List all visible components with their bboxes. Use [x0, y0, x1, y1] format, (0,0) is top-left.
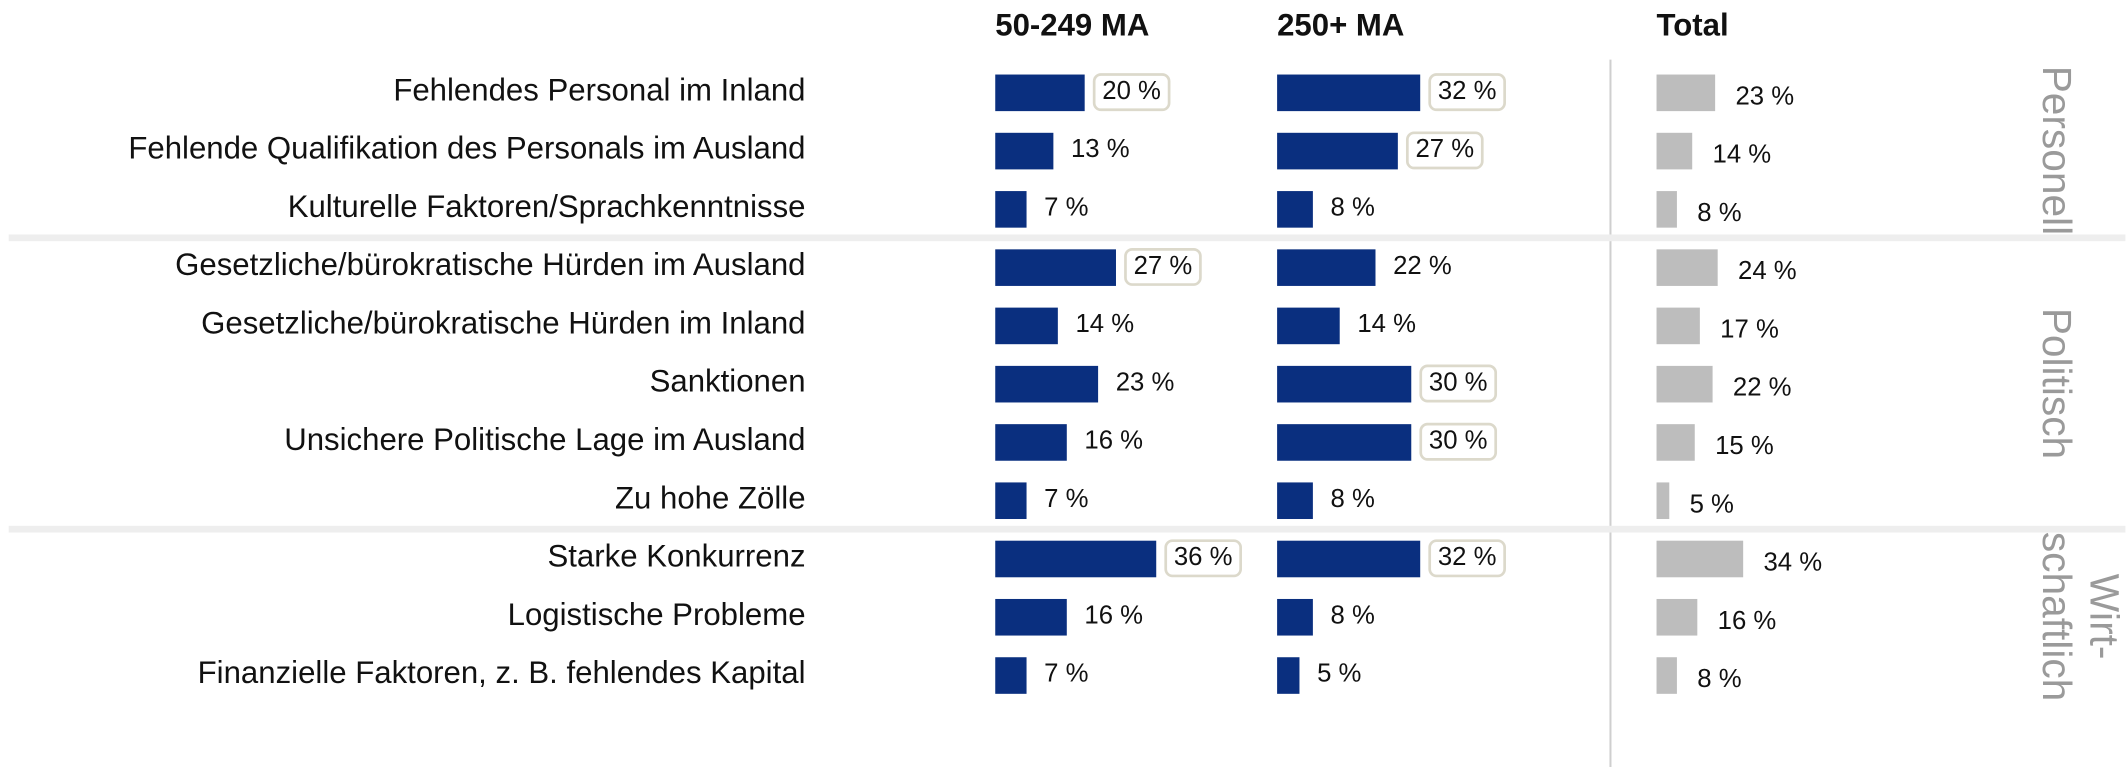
group-label: Personell [2034, 66, 2080, 235]
group-label: schaftlich [2034, 532, 2080, 701]
value-label: 30 % [1429, 427, 1488, 455]
value-label-box [1405, 131, 1484, 170]
category-label: Unsichere Politische Lage im Ausland [284, 422, 805, 457]
value-label-box [1428, 539, 1506, 578]
bar [1277, 191, 1313, 228]
value-label-box [1428, 73, 1506, 112]
category-label: Finanzielle Faktoren, z. B. fehlendes Ka… [198, 655, 806, 690]
bar [1656, 657, 1677, 694]
bar [1656, 540, 1744, 578]
group-label: Politisch [2034, 308, 2080, 459]
bar [1277, 307, 1340, 345]
value-label: 8 % [1331, 601, 1375, 629]
value-label: 20 % [1102, 77, 1161, 105]
category-label: Fehlende Qualifikation des Personals im … [128, 131, 805, 166]
value-label: 13 % [1071, 135, 1130, 163]
category-label: Logistische Probleme [508, 597, 806, 632]
value-label: 24 % [1738, 257, 1797, 285]
value-label: 5 % [1317, 660, 1361, 688]
bar [1277, 540, 1421, 578]
bar [1656, 365, 1713, 403]
value-label-box [1419, 422, 1498, 461]
group-label: Wirt- [2081, 574, 2126, 660]
bar [1277, 74, 1421, 112]
bar [995, 424, 1067, 461]
value-label: 22 % [1733, 374, 1792, 402]
value-label: 5 % [1690, 490, 1734, 518]
value-label-box [1419, 364, 1498, 403]
value-label: 7 % [1044, 193, 1088, 221]
value-label-box [1164, 539, 1243, 578]
category-label: Kulturelle Faktoren/Sprachkenntnisse [288, 189, 806, 224]
bar [995, 132, 1054, 170]
category-label: Gesetzliche/bürokratische Hürden im Inla… [201, 305, 805, 340]
value-label: 32 % [1438, 77, 1497, 105]
category-label: Sanktionen [650, 364, 806, 399]
group-separator [8, 234, 2126, 242]
value-label-box [1124, 247, 1202, 286]
bar [1656, 132, 1693, 170]
bar [995, 249, 1116, 286]
bar [995, 365, 1099, 403]
bar [1277, 365, 1412, 403]
bar [995, 657, 1027, 694]
category-label: Gesetzliche/bürokratische Hürden im Ausl… [175, 247, 805, 282]
value-label: 32 % [1438, 543, 1497, 571]
category-label: Fehlendes Personal im Inland [393, 72, 805, 107]
bar [1656, 482, 1670, 520]
value-label: 27 % [1415, 135, 1474, 163]
bar [1277, 249, 1376, 286]
bar [995, 307, 1058, 345]
value-label: 16 % [1718, 607, 1777, 635]
category-label: Zu hohe Zölle [615, 480, 806, 515]
value-label: 8 % [1697, 199, 1741, 227]
bar [1277, 482, 1313, 520]
bar [1277, 424, 1412, 461]
value-label: 36 % [1174, 543, 1233, 571]
value-label: 14 % [1713, 141, 1772, 169]
value-label: 17 % [1720, 315, 1779, 343]
bar [1277, 657, 1300, 694]
group-separator [8, 525, 2126, 533]
column-header: Total [1657, 7, 1729, 42]
bar [1656, 249, 1718, 286]
value-label: 14 % [1357, 310, 1416, 338]
value-label: 7 % [1044, 485, 1088, 513]
value-label: 27 % [1134, 252, 1193, 280]
value-label: 34 % [1763, 549, 1822, 577]
bar [1277, 598, 1313, 636]
column-header: 250+ MA [1277, 7, 1404, 42]
column-header: 50-249 MA [995, 7, 1149, 42]
category-label: Starke Konkurrenz [547, 539, 805, 574]
bar [1277, 132, 1398, 170]
bar [1656, 191, 1677, 228]
bar [1656, 74, 1716, 112]
value-label: 16 % [1084, 427, 1143, 455]
bar [1656, 307, 1700, 345]
bar [995, 74, 1085, 112]
value-label: 8 % [1331, 193, 1375, 221]
bar [995, 540, 1157, 578]
value-label: 16 % [1084, 601, 1143, 629]
value-label: 23 % [1116, 368, 1175, 396]
bar [1656, 598, 1698, 636]
bar [995, 191, 1027, 228]
value-label: 14 % [1075, 310, 1134, 338]
bar [995, 598, 1067, 636]
value-label-box [1092, 73, 1171, 112]
value-label: 23 % [1735, 82, 1794, 110]
value-label: 8 % [1697, 665, 1741, 693]
value-label: 22 % [1393, 252, 1452, 280]
value-label: 15 % [1715, 432, 1774, 460]
value-label: 30 % [1429, 368, 1488, 396]
value-label: 8 % [1331, 485, 1375, 513]
bar [1656, 424, 1695, 461]
bar [995, 482, 1027, 520]
value-label: 7 % [1044, 660, 1088, 688]
